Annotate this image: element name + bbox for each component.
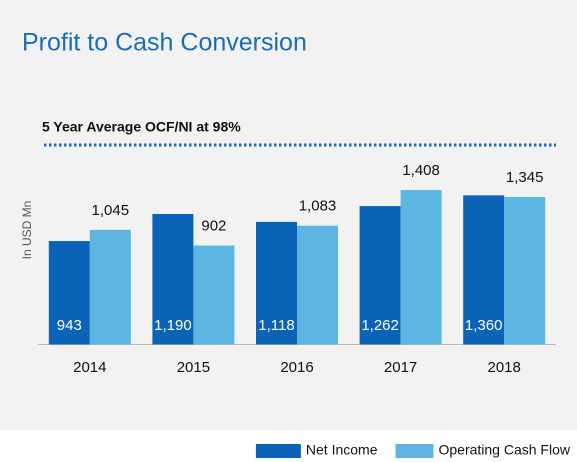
bar bbox=[359, 206, 401, 345]
bar bbox=[193, 245, 235, 345]
x-tick-label: 2014 bbox=[73, 359, 106, 376]
data-label: 1,190 bbox=[154, 317, 192, 334]
legend-label: Operating Cash Flow bbox=[438, 442, 570, 458]
bar bbox=[48, 241, 90, 345]
data-label: 1,118 bbox=[258, 317, 294, 334]
bar bbox=[89, 229, 131, 345]
annotation: 5 Year Average OCF/NI at 98% bbox=[42, 119, 241, 135]
chart-title: Profit to Cash Conversion bbox=[22, 29, 307, 57]
legend-swatch bbox=[255, 444, 301, 458]
legend-swatch bbox=[395, 444, 434, 458]
x-tick-label: 2016 bbox=[280, 359, 313, 376]
bar bbox=[256, 221, 297, 345]
y-axis-label: In USD Mn bbox=[20, 201, 34, 260]
data-label: 943 bbox=[57, 317, 82, 334]
data-label: 902 bbox=[201, 218, 226, 235]
data-label: 1,083 bbox=[299, 198, 337, 215]
data-label: 1,345 bbox=[506, 169, 544, 186]
data-label: 1,408 bbox=[402, 162, 440, 179]
data-label: 1,262 bbox=[361, 317, 399, 334]
bar bbox=[152, 213, 194, 345]
x-tick-label: 2015 bbox=[177, 359, 210, 376]
data-label: 1,045 bbox=[92, 202, 130, 219]
bar bbox=[504, 196, 546, 345]
bar bbox=[297, 225, 338, 345]
bar bbox=[400, 190, 442, 345]
x-tick-label: 2017 bbox=[384, 359, 417, 376]
data-label: 1,360 bbox=[465, 317, 503, 334]
legend-label: Net Income bbox=[306, 442, 378, 458]
bar bbox=[463, 195, 505, 345]
x-tick-label: 2018 bbox=[488, 359, 521, 376]
